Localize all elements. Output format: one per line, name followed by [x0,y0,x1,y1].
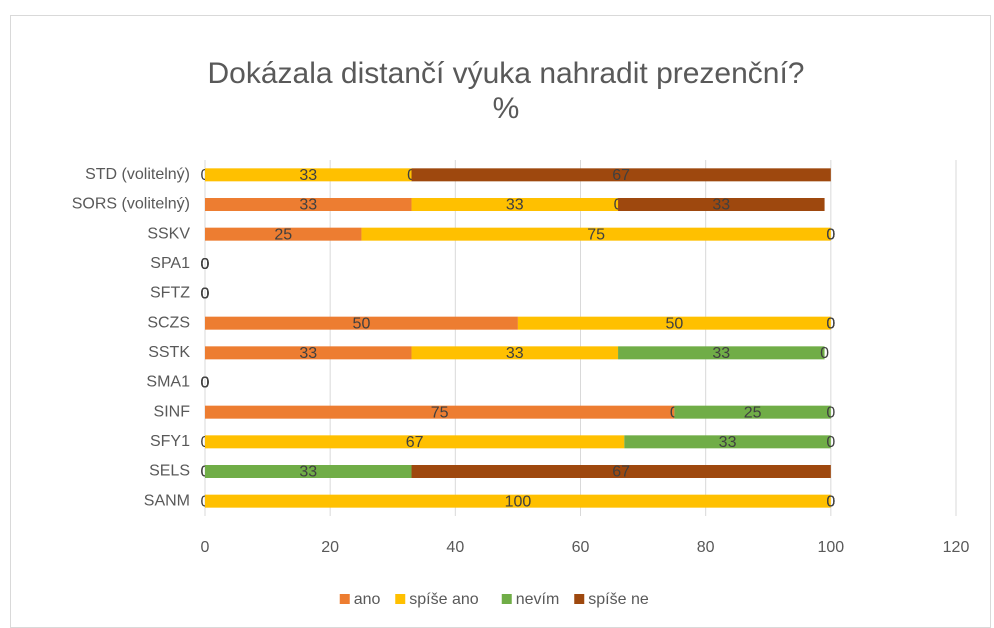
data-label: 25 [274,226,292,243]
y-tick-label: SFTZ [150,285,190,302]
bar-segment [411,346,619,360]
x-tick-label: 20 [321,539,339,556]
y-tick-label: SPA1 [150,255,190,272]
data-label: 0 [201,286,210,303]
data-label: 75 [431,404,449,421]
bar-segment [361,227,831,241]
data-label: 33 [299,197,317,214]
legend-swatch [395,594,406,604]
y-tick-label: SSKV [147,225,190,242]
y-tick-label: SFY1 [150,433,190,450]
data-label: 33 [712,345,730,362]
data-label: 33 [299,464,317,481]
data-label: 33 [719,434,737,451]
data-label: 67 [406,434,424,451]
y-tick-label: SANM [144,492,190,509]
bar-segment [411,465,831,478]
bar-segment [205,465,412,478]
legend-swatch [574,594,585,604]
y-tick-label: SSTK [148,344,190,361]
data-label: 0 [820,345,829,362]
data-label: 67 [612,464,630,481]
data-label: 0 [201,375,210,392]
x-tick-label: 40 [446,539,464,556]
data-label: 33 [506,197,524,214]
data-label: 0 [201,286,210,303]
bar-segment [618,198,825,211]
data-label: 0 [201,256,210,273]
x-tick-label: 60 [572,539,590,556]
bar-segment [205,316,518,330]
bar-segment [205,435,625,449]
legend-label: ano [354,591,381,608]
bar-segment [205,168,412,182]
data-label: 0 [201,256,210,273]
bar-segment [205,346,412,360]
legend-label: spíše ano [409,591,478,608]
bar-segment [517,316,831,330]
bar-segment [205,198,412,211]
bar-segment [674,405,831,419]
bar-segment [205,405,675,419]
data-label: 0 [826,404,835,421]
bar-segment [624,435,831,449]
x-tick-label: 120 [943,539,970,556]
y-tick-label: SORS (volitelný) [72,196,190,213]
data-label: 33 [712,197,730,214]
y-tick-label: SMA1 [146,374,190,391]
legend-swatch [339,594,350,604]
data-label: 75 [587,226,605,243]
x-tick-label: 0 [201,539,210,556]
data-label: 0 [201,286,210,303]
y-tick-label: SINF [154,403,191,420]
data-label: 33 [506,345,524,362]
data-label: 0 [826,315,835,332]
data-label: 0 [826,434,835,451]
bar-segment [411,198,619,211]
y-tick-label: SELS [149,463,190,480]
data-label: 100 [505,493,532,510]
data-label: 0 [826,493,835,510]
data-label: 0 [826,315,835,332]
legend-label: nevím [516,591,560,608]
data-label: 0 [201,286,210,303]
bar-segment [205,227,362,241]
data-label: 0 [826,226,835,243]
chart-subtitle: % [493,92,520,125]
data-label: 0 [201,256,210,273]
data-label: 0 [201,375,210,392]
bar-segment [618,346,825,360]
data-label: 0 [826,226,835,243]
data-label: 0 [201,375,210,392]
legend-label: spíše ne [588,591,649,608]
legend-swatch [501,594,512,604]
data-label: 0 [201,375,210,392]
bar-segment [411,168,831,182]
data-label: 25 [744,404,762,421]
data-label: 0 [201,256,210,273]
chart-title: Dokázala distančí výuka nahradit prezenč… [207,57,804,90]
x-tick-label: 80 [697,539,715,556]
x-tick-label: 100 [817,539,844,556]
data-label: 50 [665,315,683,332]
data-label: 33 [299,167,317,184]
data-label: 0 [826,493,835,510]
data-label: 50 [353,315,371,332]
y-tick-label: STD (volitelný) [85,166,190,183]
data-label: 67 [612,167,630,184]
data-label: 33 [299,345,317,362]
y-tick-label: SCZS [147,314,190,331]
bar-segment [205,494,831,508]
